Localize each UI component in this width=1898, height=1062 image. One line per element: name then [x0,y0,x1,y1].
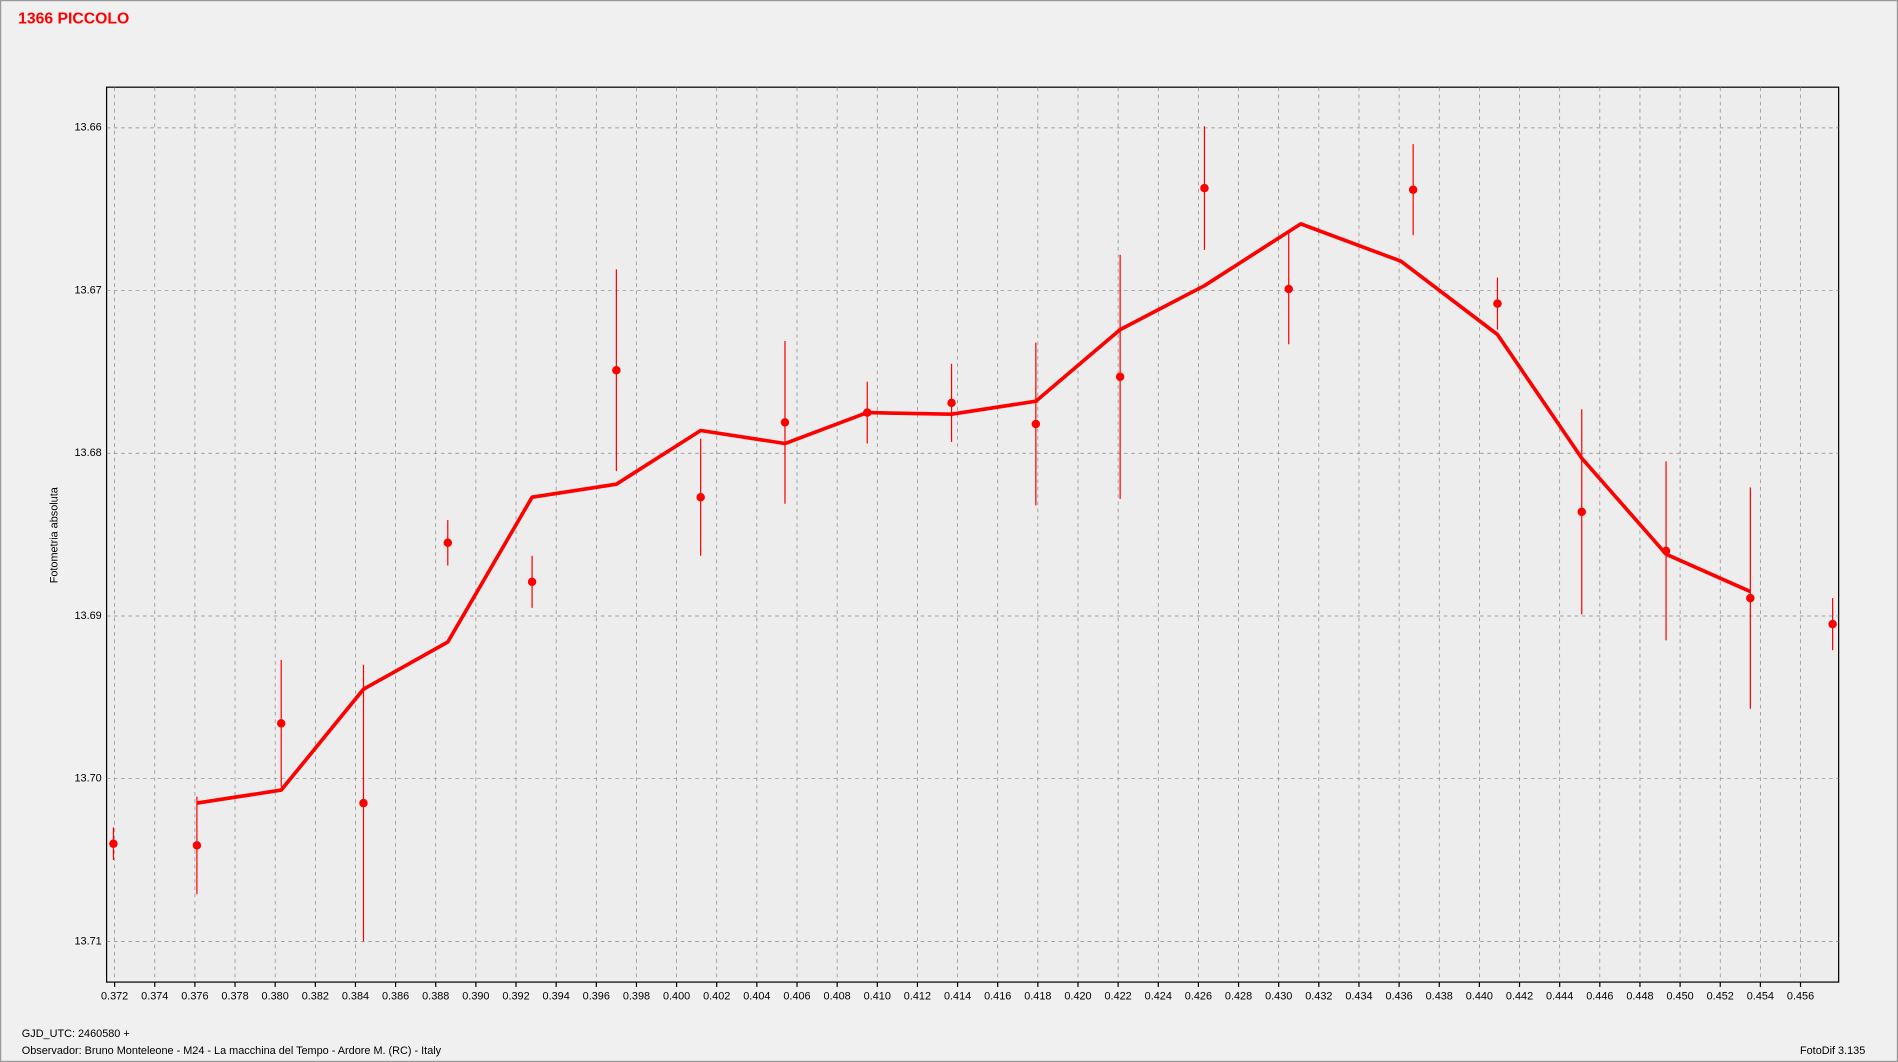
x-tick-label: 0.406 [783,990,810,1002]
x-tick-label: 0.450 [1666,990,1693,1002]
x-tick-label: 0.448 [1626,990,1653,1002]
x-tick-label: 0.404 [743,990,770,1002]
x-tick-label: 0.444 [1546,990,1573,1002]
data-point [1828,619,1837,629]
plot-area [105,86,1840,983]
data-point [1746,593,1755,603]
x-tick-label: 0.430 [1265,990,1292,1002]
x-tick-label: 0.382 [302,990,329,1002]
x-tick-label: 0.424 [1145,990,1172,1002]
data-point [443,538,453,548]
data-point [1661,546,1671,556]
x-tick-label: 0.422 [1105,990,1132,1002]
data-point [359,798,368,808]
data-point [612,366,621,375]
x-tick-label: 0.408 [824,990,851,1002]
x-tick-label: 0.440 [1466,990,1493,1002]
data-point [527,577,537,587]
x-tick-label: 0.380 [262,990,289,1002]
x-tick-label: 0.428 [1225,990,1252,1002]
x-tick-label: 0.432 [1305,990,1332,1002]
x-tick-label: 0.410 [864,990,891,1002]
y-tick-label: 13.67 [75,284,102,296]
data-point [780,418,790,427]
data-point [1200,183,1209,193]
x-tick-label: 0.398 [623,990,650,1002]
y-tick-label: 13.68 [75,447,102,459]
x-tick-label: 0.442 [1506,990,1533,1002]
data-point [1577,507,1586,517]
data-point [863,408,872,417]
x-tick-label: 0.436 [1386,990,1413,1002]
x-tick-label: 0.396 [583,990,610,1002]
data-point [947,398,956,408]
data-point [1031,419,1041,429]
y-tick-label: 13.69 [75,610,102,622]
x-tick-label: 0.376 [181,990,208,1002]
x-tick-label: 0.394 [543,990,570,1002]
y-tick-label: 13.70 [75,773,102,785]
data-point [1284,284,1293,294]
x-tick-label: 0.420 [1064,990,1091,1002]
data-point [109,839,118,849]
x-tick-label: 0.426 [1185,990,1212,1002]
data-point [1493,299,1502,308]
footer-observer: Observador: Bruno Monteleone - M24 - La … [22,1045,442,1057]
x-tick-label: 0.374 [141,990,168,1002]
x-tick-label: 0.456 [1787,990,1814,1002]
x-tick-label: 0.372 [101,990,128,1002]
x-tick-label: 0.392 [502,990,529,1002]
x-tick-label: 0.386 [382,990,409,1002]
x-tick-label: 0.434 [1345,990,1372,1002]
x-tick-label: 0.412 [904,990,931,1002]
x-tick-label: 0.414 [944,990,971,1002]
data-point [1115,372,1125,382]
x-tick-label: 0.438 [1426,990,1453,1002]
data-point [192,841,202,850]
x-tick-label: 0.390 [462,990,489,1002]
x-tick-label: 0.418 [1024,990,1051,1002]
y-axis-label: Fotometria absoluta [48,486,60,583]
x-tick-label: 0.388 [422,990,449,1002]
x-tick-label: 0.446 [1586,990,1613,1002]
footer-date: GJD_UTC: 2460580 + [22,1028,130,1040]
x-tick-label: 0.454 [1747,990,1774,1002]
x-tick-label: 0.400 [663,990,690,1002]
y-tick-label: 13.71 [75,935,102,947]
data-point [276,719,286,728]
x-tick-label: 0.416 [984,990,1011,1002]
x-tick-label: 0.378 [221,990,248,1002]
x-tick-label: 0.452 [1707,990,1734,1002]
y-tick-label: 13.66 [75,122,102,134]
chart-title: 1366 PICCOLO [18,11,129,28]
footer-software: FotoDif 3.135 [1800,1045,1865,1057]
data-point [696,492,705,502]
data-point [1408,185,1418,194]
x-tick-label: 0.402 [703,990,730,1002]
x-tick-label: 0.384 [342,990,369,1002]
